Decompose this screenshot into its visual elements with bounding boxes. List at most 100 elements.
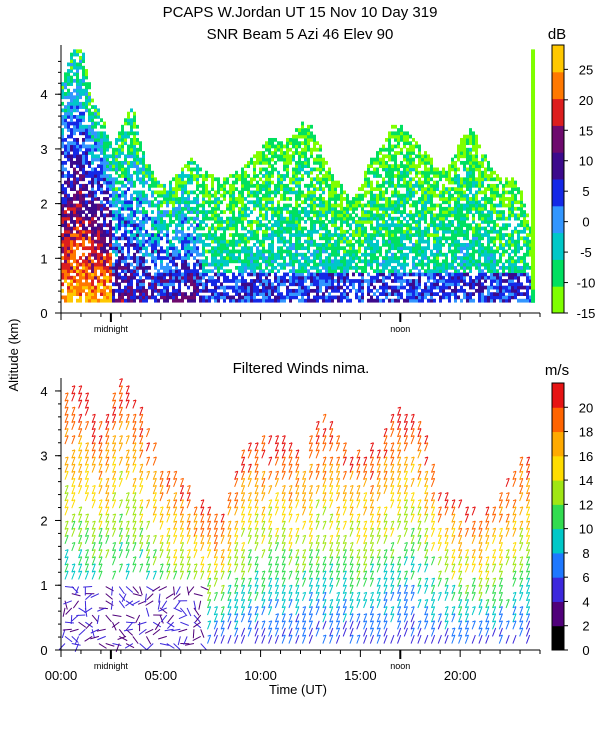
snr-cell <box>112 242 115 247</box>
snr-cell <box>310 239 313 244</box>
snr-cell <box>409 197 412 201</box>
snr-cell <box>256 223 259 228</box>
snr-cell <box>331 259 334 264</box>
snr-cell <box>319 216 322 221</box>
snr-cell <box>106 190 109 195</box>
snr-cell <box>307 128 310 132</box>
snr-cell <box>334 183 337 188</box>
snr-cell <box>109 239 112 244</box>
snr-cell <box>193 249 196 254</box>
snr-cell <box>130 298 133 303</box>
snr-cell <box>415 203 418 208</box>
snr-cell <box>142 206 145 211</box>
snr-cell <box>223 197 226 201</box>
snr-cell <box>439 203 442 208</box>
snr-cell <box>133 213 136 218</box>
snr-cell <box>259 292 262 296</box>
snr-cell <box>169 220 172 224</box>
snr-cell <box>109 210 112 214</box>
snr-cell <box>340 269 343 274</box>
snr-cell <box>115 151 118 155</box>
snr-cell <box>130 203 133 208</box>
snr-cell <box>343 213 346 218</box>
snr-cell <box>457 279 460 283</box>
snr-cell <box>397 164 400 169</box>
snr-cell <box>205 223 208 228</box>
snr-cell <box>340 246 343 251</box>
snr-cell <box>448 193 451 198</box>
snr-cell <box>73 49 76 54</box>
snr-cell <box>76 101 79 106</box>
snr-cell <box>112 183 115 188</box>
snr-cell <box>415 154 418 159</box>
snr-cell <box>118 275 121 280</box>
snr-cell <box>442 206 445 211</box>
snr-cell <box>295 275 298 280</box>
snr-cell <box>103 177 106 182</box>
snr-cell <box>385 206 388 211</box>
snr-cell <box>445 239 448 244</box>
snr-cell <box>94 154 97 159</box>
snr-cell <box>82 233 85 237</box>
snr-cell <box>100 164 103 169</box>
snr-cell <box>88 246 91 251</box>
snr-cell <box>361 279 364 283</box>
snr-cell <box>427 197 430 201</box>
snr-cell <box>127 295 130 300</box>
snr-cell <box>244 262 247 267</box>
snr-cell <box>136 223 139 228</box>
snr-cell <box>181 187 184 191</box>
snr-cell <box>73 88 76 93</box>
snr-cell <box>118 249 121 254</box>
snr-cell <box>256 285 259 290</box>
snr-cell <box>325 246 328 251</box>
snr-cell <box>88 223 91 228</box>
snr-cell <box>412 285 415 290</box>
snr-cell <box>70 59 73 64</box>
snr-cell <box>307 298 310 303</box>
snr-cell <box>442 233 445 237</box>
snr-cell <box>469 141 472 146</box>
snr-cell <box>415 144 418 149</box>
snr-cell <box>283 183 286 188</box>
snr-cell <box>475 167 478 172</box>
snr-cell <box>70 121 73 126</box>
snr-cell <box>388 216 391 221</box>
snr-cell <box>472 157 475 162</box>
snr-cell <box>235 174 238 178</box>
snr-cell <box>454 246 457 251</box>
snr-cell <box>76 92 79 96</box>
snr-cell <box>97 141 100 146</box>
snr-cell <box>313 144 316 149</box>
snr-cell <box>343 292 346 296</box>
snr-cell <box>337 197 340 201</box>
snr-cell <box>286 216 289 221</box>
snr-cell <box>454 282 457 287</box>
snr-cell <box>427 285 430 290</box>
snr-cell <box>79 223 82 228</box>
snr-cell <box>463 269 466 274</box>
snr-cell <box>286 262 289 267</box>
snr-cell <box>94 265 97 270</box>
snr-cell <box>142 288 145 293</box>
snr-cell <box>385 239 388 244</box>
snr-cell <box>184 200 187 205</box>
snr-cell <box>67 282 70 287</box>
snr-cell <box>352 197 355 201</box>
snr-cell <box>478 233 481 237</box>
snr-cell <box>352 272 355 277</box>
snr-cell <box>79 131 82 136</box>
snr-cell <box>406 236 409 241</box>
snr-cell <box>61 170 64 175</box>
snr-cell <box>73 72 76 77</box>
snr-cell <box>328 285 331 290</box>
snr-cell <box>436 285 439 290</box>
snr-cell <box>475 144 478 149</box>
snr-cell <box>67 233 70 237</box>
snr-cell <box>388 226 391 231</box>
snr-cell <box>73 151 76 155</box>
snr-cell <box>181 279 184 283</box>
snr-cell <box>76 157 79 162</box>
snr-cell <box>421 239 424 244</box>
snr-cell <box>262 249 265 254</box>
